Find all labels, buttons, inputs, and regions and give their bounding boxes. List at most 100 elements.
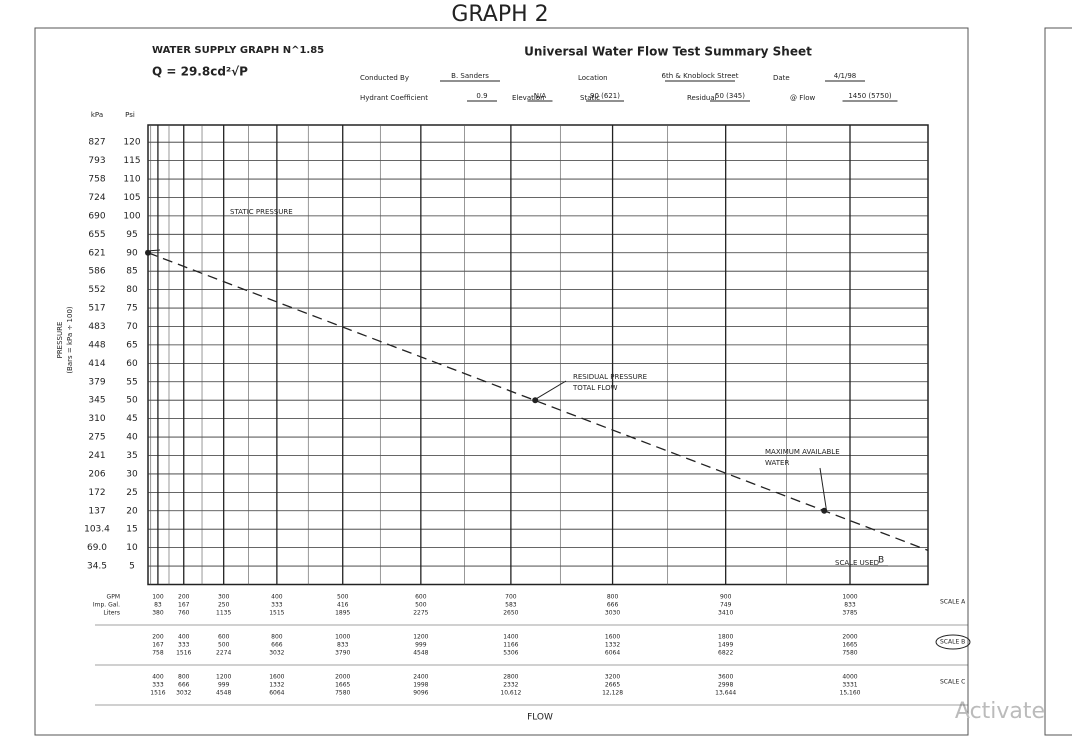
scale-value: 7580 <box>842 650 857 657</box>
scale-value: 1332 <box>269 682 284 689</box>
scale-value: 666 <box>607 602 619 609</box>
scale-value: 12,128 <box>602 690 623 697</box>
scale-value: 6064 <box>269 690 284 697</box>
scale-value: 1135 <box>216 610 231 617</box>
scale-value: 3331 <box>842 682 857 689</box>
kpa-tick-label: 137 <box>88 506 105 516</box>
scale-value: 333 <box>271 602 283 609</box>
scale-value: 1000 <box>335 634 350 641</box>
scale-value: 666 <box>271 642 283 649</box>
kpa-tick-label: 724 <box>88 193 105 203</box>
psi-tick-label: 120 <box>123 138 140 148</box>
field-value: 50 (345) <box>715 92 745 100</box>
psi-tick-label: 95 <box>126 230 137 240</box>
formula: Q = 29.8cd²√P <box>152 65 248 79</box>
field-label: Conducted By <box>360 74 409 82</box>
x-axis-label: FLOW <box>527 713 553 723</box>
kpa-tick-label: 34.5 <box>87 562 107 572</box>
scale-used-label: SCALE USED <box>835 559 879 567</box>
scale-value: 2275 <box>413 610 428 617</box>
scale-value: 380 <box>152 610 164 617</box>
scale-value: 2650 <box>503 610 518 617</box>
callout-text: RESIDUAL PRESSURE <box>573 373 647 381</box>
scale-value: 2800 <box>503 674 518 681</box>
next-sheet-frame <box>1044 27 1072 736</box>
scale-value: 1200 <box>413 634 428 641</box>
row-label: GPM <box>107 594 120 601</box>
test-point <box>821 507 828 514</box>
scale-value: 6064 <box>605 650 620 657</box>
scale-value: 400 <box>178 634 190 641</box>
scale-value: 6822 <box>718 650 733 657</box>
scale-value: 2332 <box>503 682 518 689</box>
psi-tick-label: 20 <box>126 506 138 516</box>
y-axis-label: PRESSURE <box>56 322 64 359</box>
psi-tick-label: 5 <box>129 562 135 572</box>
kpa-tick-label: 69.0 <box>87 543 107 553</box>
field-label: @ Flow <box>790 94 815 102</box>
row-label: Liters <box>103 610 120 617</box>
scale-name: SCALE B <box>940 639 965 646</box>
scale-value: 10,612 <box>500 690 521 697</box>
row-label: Imp. Gal. <box>93 602 120 609</box>
psi-tick-label: 40 <box>126 433 138 443</box>
psi-tick-label: 15 <box>126 525 137 535</box>
psi-tick-label: 115 <box>123 156 140 166</box>
scale-value: 1600 <box>605 634 620 641</box>
scale-value: 250 <box>218 602 230 609</box>
psi-tick-label: 35 <box>126 451 137 461</box>
scale-value: 500 <box>218 642 230 649</box>
kpa-tick-label: 206 <box>88 469 105 479</box>
scale-value: 2000 <box>335 674 350 681</box>
kpa-tick-label: 172 <box>88 488 105 498</box>
psi-tick-label: 65 <box>126 340 137 350</box>
scale-value: 333 <box>178 642 190 649</box>
psi-tick-label: 25 <box>126 488 137 498</box>
scale-value: 3032 <box>176 690 191 697</box>
scale-value: 167 <box>178 602 190 609</box>
kpa-tick-label: 414 <box>88 359 105 369</box>
scale-value: 2274 <box>216 650 231 657</box>
scale-value: 13,644 <box>715 690 736 697</box>
field-value: 6th & Knoblock Street <box>662 72 739 80</box>
callout-text: TOTAL FLOW <box>572 384 618 392</box>
scale-value: 1600 <box>269 674 284 681</box>
kpa-tick-label: 241 <box>88 451 105 461</box>
field-label: Elevation <box>512 94 545 102</box>
kpa-tick-label: 483 <box>88 322 105 332</box>
graph-title: WATER SUPPLY GRAPH N^1.85 <box>152 45 324 56</box>
scale-value: 100 <box>152 594 164 601</box>
scale-name: SCALE C <box>940 679 965 686</box>
field-label: Date <box>773 74 790 82</box>
psi-tick-label: 75 <box>126 304 137 314</box>
field-value: B. Sanders <box>451 72 489 80</box>
scale-used-value: B <box>878 556 884 566</box>
kpa-tick-label: 758 <box>88 175 105 185</box>
scale-value: 3030 <box>605 610 620 617</box>
scale-value: 300 <box>218 594 230 601</box>
scale-value: 400 <box>152 674 164 681</box>
scale-value: 5306 <box>503 650 518 657</box>
scale-value: 416 <box>337 602 349 609</box>
psi-tick-label: 80 <box>126 285 138 295</box>
scale-value: 83 <box>154 602 162 609</box>
scale-value: 600 <box>415 594 427 601</box>
scale-value: 583 <box>505 602 517 609</box>
field-value: 1450 (5750) <box>848 92 892 100</box>
kpa-tick-label: 310 <box>88 414 105 424</box>
scale-value: 2665 <box>605 682 620 689</box>
psi-tick-label: 60 <box>126 359 138 369</box>
scale-value: 4000 <box>842 674 857 681</box>
psi-tick-label: 85 <box>126 267 137 277</box>
scale-value: 3790 <box>335 650 350 657</box>
plot-frame <box>147 124 929 586</box>
scale-value: 1665 <box>842 642 857 649</box>
psi-tick-label: 105 <box>123 193 140 203</box>
field-value: 90 (621) <box>590 92 620 100</box>
scale-value: 800 <box>178 674 190 681</box>
psi-tick-label: 110 <box>123 175 140 185</box>
scale-value: 3200 <box>605 674 620 681</box>
flow-line <box>147 252 929 551</box>
